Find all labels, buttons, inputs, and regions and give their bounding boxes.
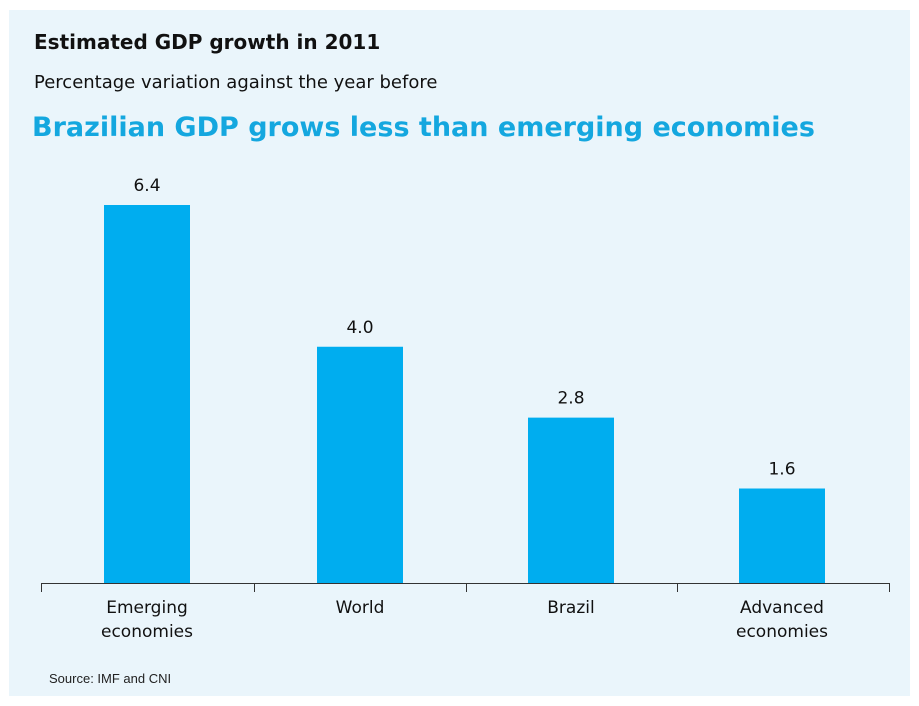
data-label: 2.8 — [557, 389, 584, 409]
tick-label: economies — [736, 622, 828, 642]
data-label: 4.0 — [346, 318, 373, 338]
tick-label: World — [336, 598, 385, 618]
chart-headline: Brazilian GDP grows less than emerging e… — [32, 112, 815, 143]
tick-label: Brazil — [547, 598, 594, 618]
bar — [528, 417, 614, 583]
tick-label: Emerging — [106, 598, 188, 618]
data-label: 6.4 — [133, 176, 160, 196]
data-label: 1.6 — [768, 460, 795, 480]
chart-title: Estimated GDP growth in 2011 — [34, 30, 381, 54]
tick-label: economies — [101, 622, 193, 642]
bar — [317, 346, 403, 583]
tick-label: Advanced — [740, 598, 824, 618]
source-note: Source: IMF and CNI — [49, 671, 172, 686]
bar — [739, 488, 825, 583]
chart-subtitle: Percentage variation against the year be… — [34, 72, 438, 93]
bar — [104, 205, 190, 583]
